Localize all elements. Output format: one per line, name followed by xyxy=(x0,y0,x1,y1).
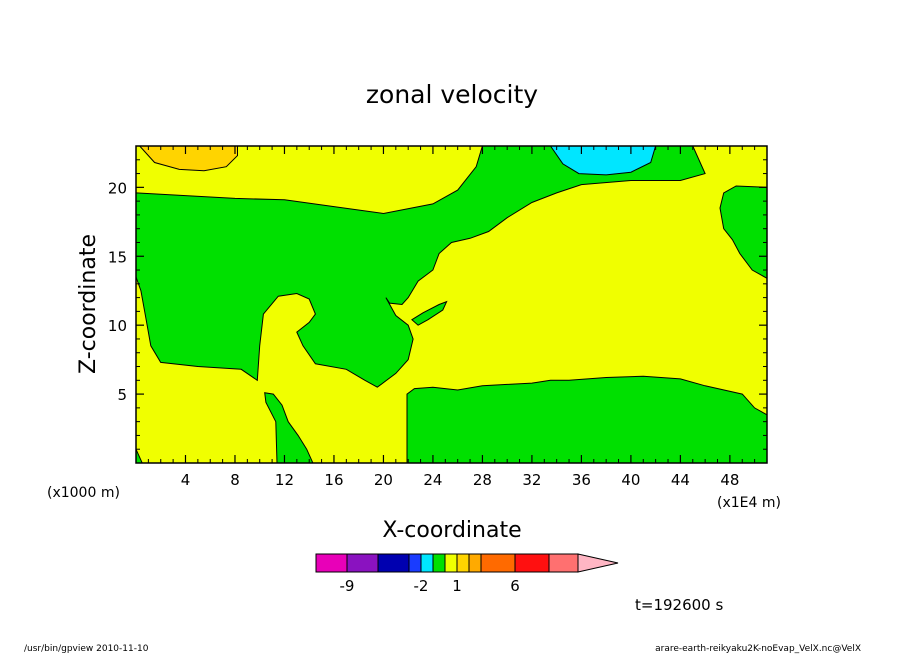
contour-fill-layer xyxy=(136,146,767,463)
y-tick-label: 15 xyxy=(108,248,127,266)
contour-region-4 xyxy=(136,448,143,463)
colorbar-tick-label: 6 xyxy=(510,577,520,595)
x-unit-right-label: (x1E4 m) xyxy=(717,495,781,511)
time-label: t=192600 s xyxy=(635,596,723,614)
colorbar-segment xyxy=(377,553,410,573)
contour-region-2 xyxy=(406,375,767,463)
contour-region-8 xyxy=(549,146,657,176)
colorbar-segment xyxy=(456,553,470,573)
y-tick-label: 20 xyxy=(108,179,127,197)
x-tick-label: 4 xyxy=(181,471,191,489)
x-tick-label: 44 xyxy=(671,471,690,489)
plot-frame xyxy=(135,145,768,464)
contour-region-6 xyxy=(411,300,448,326)
y-axis-label: Z-coordinate xyxy=(76,234,101,374)
colorbar-segment xyxy=(480,553,516,573)
contour-region-3 xyxy=(264,392,314,463)
footer-right-info: arare-earth-reikyaku2K-noEvap_VelX.nc@Ve… xyxy=(655,644,861,654)
colorbar-segment xyxy=(346,553,379,573)
chart-title: zonal velocity xyxy=(366,80,538,109)
x-unit-left-label: (x1000 m) xyxy=(47,485,120,501)
colorbar-segment xyxy=(315,553,348,573)
colorbar-arrow xyxy=(577,553,619,573)
colorbar-tick-label: -9 xyxy=(340,577,355,595)
x-tick-label: 48 xyxy=(720,471,739,489)
colorbar xyxy=(315,553,619,573)
x-tick-label: 16 xyxy=(324,471,343,489)
x-tick-label: 20 xyxy=(374,471,393,489)
x-tick-label: 8 xyxy=(230,471,240,489)
x-tick-label: 28 xyxy=(473,471,492,489)
contour-region-1 xyxy=(136,146,706,388)
colorbar-segment xyxy=(408,553,422,573)
contour-region-7 xyxy=(139,146,238,172)
colorbar-tick-labels: -9 -2 1 6 xyxy=(340,577,520,595)
x-tick-label: 36 xyxy=(572,471,591,489)
colorbar-segment xyxy=(420,553,434,573)
y-tick-label: 10 xyxy=(108,317,127,335)
x-axis-ticks: 4 8 12 16 20 24 28 32 36 40 44 48 xyxy=(147,146,756,489)
colorbar-segment xyxy=(548,553,579,573)
y-axis-ticks: 5 10 15 20 xyxy=(108,159,767,450)
colorbar-tick-label: 1 xyxy=(452,577,462,595)
footer-left-info: /usr/bin/gpview 2010-11-10 xyxy=(24,644,149,654)
colorbar-segment xyxy=(444,553,458,573)
x-tick-label: 40 xyxy=(621,471,640,489)
y-tick-label: 5 xyxy=(117,386,127,404)
colorbar-segment xyxy=(432,553,446,573)
contour-region-5 xyxy=(719,185,767,279)
x-tick-label: 32 xyxy=(522,471,541,489)
x-axis-label: X-coordinate xyxy=(382,518,521,543)
colorbar-segment xyxy=(468,553,482,573)
colorbar-tick-label: -2 xyxy=(414,577,429,595)
x-tick-label: 12 xyxy=(275,471,294,489)
x-tick-label: 24 xyxy=(423,471,442,489)
colorbar-segment xyxy=(514,553,550,573)
